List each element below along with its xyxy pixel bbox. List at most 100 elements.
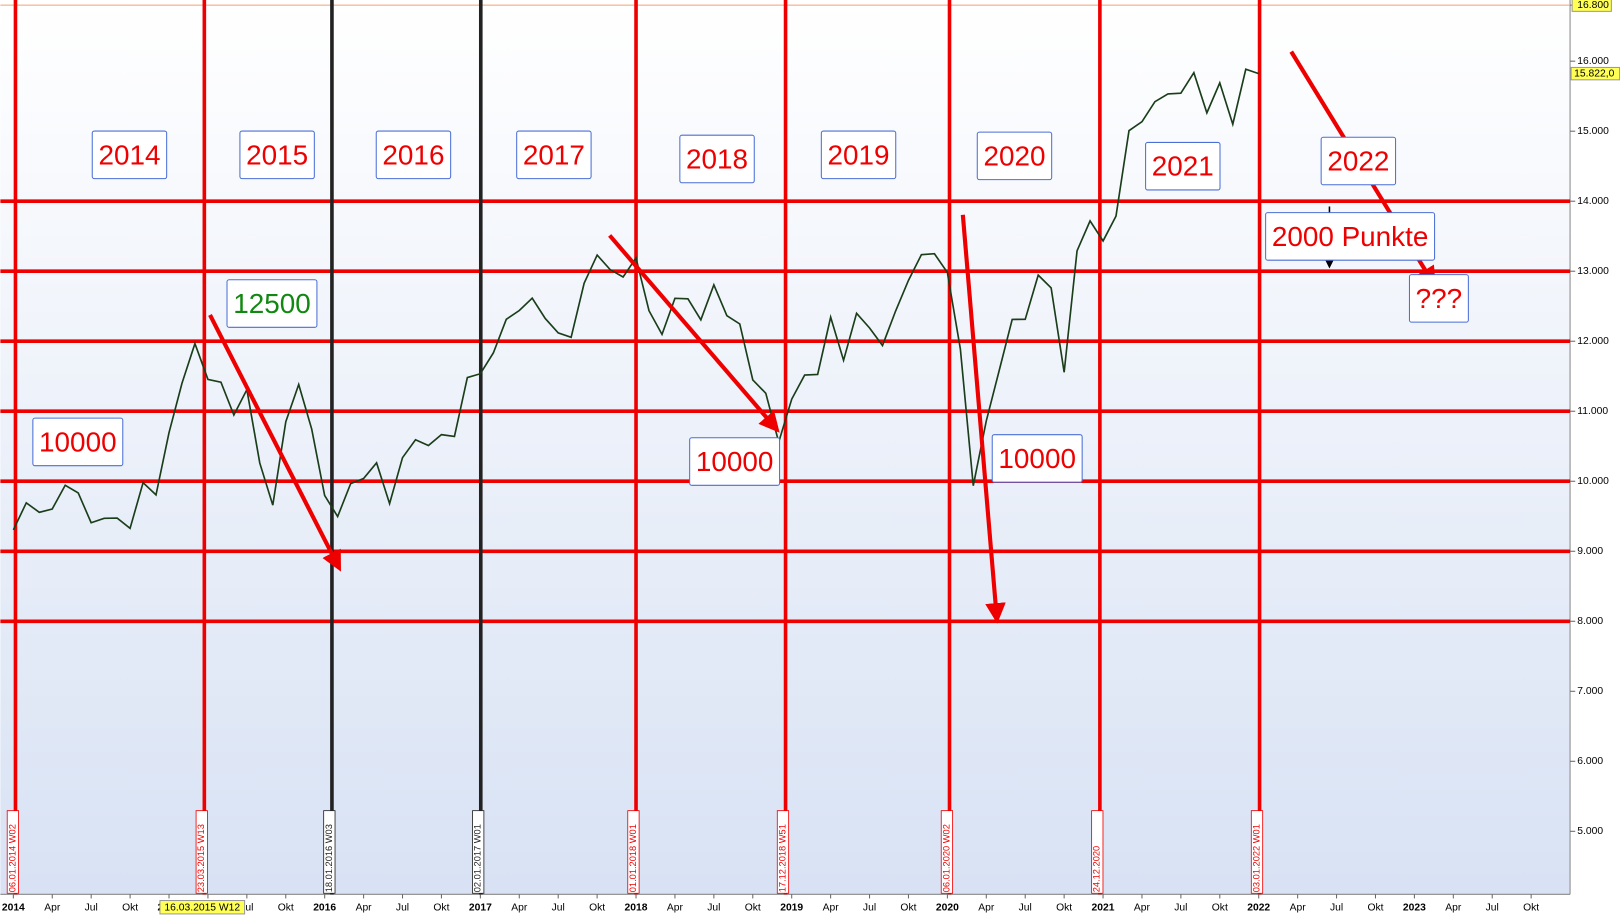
x-tick-label: Jul: [1019, 902, 1032, 913]
x-tick-label: Apr: [44, 902, 61, 913]
x-tick-label: Okt: [1367, 902, 1383, 913]
annotation-box: [226, 279, 318, 328]
x-tick-label: 2018: [625, 902, 648, 913]
marker-label-box: [776, 810, 790, 894]
marker-label-box: [195, 810, 208, 894]
annotation-box: [32, 417, 124, 467]
arrow: [960, 214, 1006, 624]
x-tick-label: Jul: [552, 902, 565, 913]
annotation-box: [91, 130, 168, 180]
annotation-box: [679, 134, 755, 184]
cursor-label: 16.03.2015 W12: [164, 902, 240, 913]
y-tick-label: 8.000: [1577, 616, 1603, 627]
range-arrow-up: [1325, 260, 1334, 269]
annotation-box: [991, 434, 1083, 483]
x-tick-label: 2016: [313, 902, 336, 913]
marker-label: 23.03.2015 W13: [196, 824, 206, 892]
y-tick-label: 16.800: [1577, 0, 1609, 11]
x-tick-label: Okt: [589, 902, 605, 913]
arrow: [608, 234, 780, 433]
annotation-box: [239, 130, 315, 180]
y-tick-label: 16.000: [1577, 56, 1609, 67]
y-tick-label: 9.000: [1577, 546, 1603, 557]
annotation-box: [1265, 212, 1436, 261]
y-tick-highlight: [1571, 0, 1612, 12]
y-tick-label: 12.000: [1577, 336, 1609, 347]
annotation-box: [820, 130, 897, 180]
x-tick-label: Okt: [900, 902, 916, 913]
y-axis-area: [1570, 0, 1620, 916]
x-tick-label: 2023: [1403, 902, 1426, 913]
x-tick-label: Jul: [707, 902, 720, 913]
annotation-box: [516, 130, 592, 180]
x-tick-label: Apr: [1134, 902, 1151, 913]
marker-label: 06.01.2014 W02: [7, 824, 17, 892]
x-tick-label: 2021: [1092, 902, 1115, 913]
marker-label-box: [472, 810, 485, 894]
marker-label: 17.12.2018 W51: [777, 824, 787, 892]
marker-label: 02.01.2017 W01: [473, 824, 483, 892]
annotation: 2017: [523, 139, 585, 170]
x-tick-label: Jul: [863, 902, 876, 913]
y-tick-label: 6.000: [1577, 756, 1603, 767]
marker-label: 18.01.2016 W03: [324, 824, 334, 892]
y-tick-label: 15.000: [1577, 126, 1609, 137]
marker-label: 24.12.2020: [1092, 846, 1102, 892]
marker-label-box: [1091, 810, 1104, 894]
x-tick-label: 2017: [469, 902, 492, 913]
marker-label: 03.01.2022 W01: [1251, 824, 1261, 892]
marker-label: 01.01.2018 W01: [628, 824, 638, 892]
x-tick-label: Jul: [1486, 902, 1499, 913]
x-tick-label: Okt: [1523, 902, 1539, 913]
x-tick-label: Apr: [1445, 902, 1462, 913]
arrow: [208, 314, 341, 572]
annotation: 2016: [382, 139, 444, 170]
x-tick-label: Apr: [823, 902, 840, 913]
x-tick-label: Apr: [1290, 902, 1307, 913]
x-tick-label: Okt: [1212, 902, 1228, 913]
annotation-box: [1145, 141, 1221, 191]
x-tick-label: Jul: [396, 902, 409, 913]
annotation: 2022: [1327, 146, 1389, 177]
x-tick-label: Okt: [1056, 902, 1072, 913]
x-tick-label: Apr: [978, 902, 995, 913]
annotation-box: [1408, 274, 1469, 323]
price-label: 15.822,0: [1574, 68, 1614, 79]
annotation-box: [976, 131, 1053, 181]
marker-label-box: [940, 810, 954, 894]
annotation-box: [1320, 136, 1397, 186]
x-tick-label: Jul: [85, 902, 98, 913]
marker-label-box: [323, 810, 336, 894]
annotation: 2015: [246, 139, 308, 170]
x-tick-label: Jul: [1330, 902, 1343, 913]
annotation: 2014: [98, 139, 160, 170]
price-line: [12, 68, 1259, 531]
x-tick-label: 2019: [780, 902, 803, 913]
x-tick-label: Apr: [511, 902, 528, 913]
x-axis-area: [0, 894, 1571, 916]
y-tick-label: 7.000: [1577, 686, 1603, 697]
annotation: 10000: [998, 443, 1076, 474]
y-tick-label: 5.000: [1577, 826, 1603, 837]
y-tick-label: 10.000: [1577, 476, 1609, 487]
marker-label-box: [6, 810, 19, 894]
annotation: 2000 Punkte: [1272, 221, 1429, 252]
y-tick-label: 11.000: [1577, 406, 1608, 417]
y-tick-label: 14.000: [1577, 196, 1609, 207]
marker-label-box: [1250, 810, 1264, 894]
cursor-label-box: [159, 899, 246, 915]
annotation: 2021: [1152, 151, 1214, 182]
marker-label: 06.01.2020 W02: [941, 824, 951, 892]
x-tick-label: 2022: [1247, 902, 1270, 913]
x-tick-label: 2020: [936, 902, 959, 913]
x-tick-label: Jul: [1174, 902, 1187, 913]
x-tick-label: Okt: [745, 902, 761, 913]
annotation: ???: [1416, 283, 1463, 314]
annotation: 10000: [39, 426, 117, 457]
x-tick-label: Okt: [433, 902, 449, 913]
x-tick-label: Apr: [356, 902, 373, 913]
annotation: 12500: [233, 288, 311, 319]
x-tick-label: Apr: [667, 902, 684, 913]
